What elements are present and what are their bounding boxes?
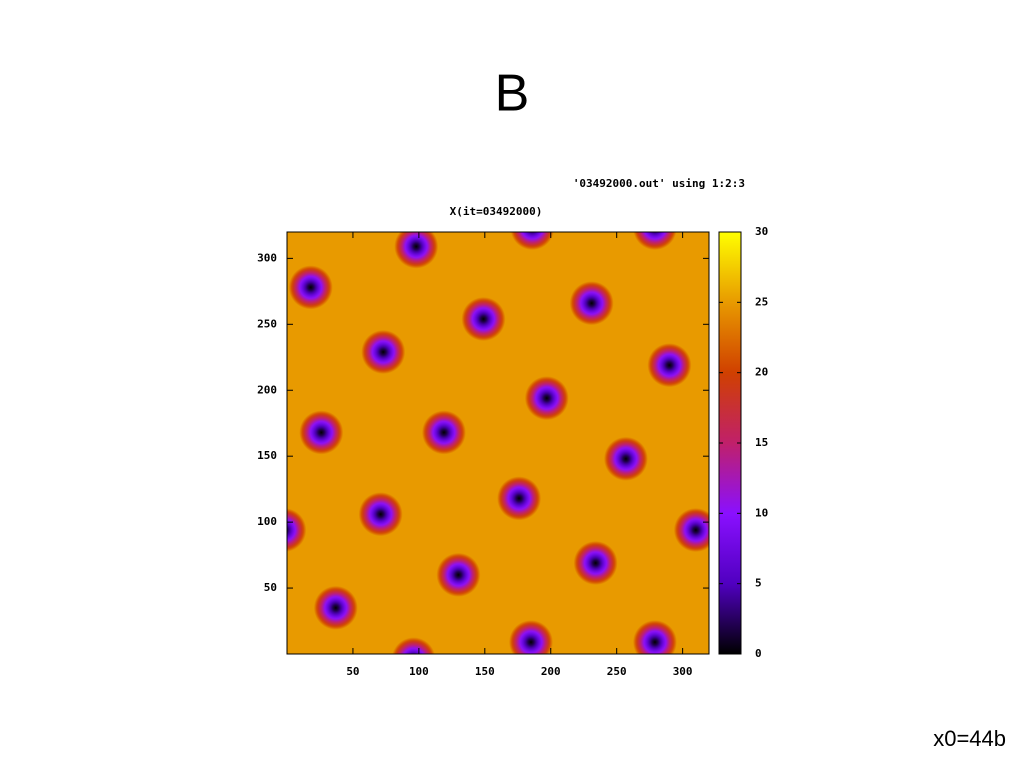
- spot: [510, 232, 554, 251]
- spot: [299, 410, 344, 455]
- plot-border: [286, 231, 710, 655]
- colorbar-tick-label: 30: [755, 225, 768, 238]
- footer: x0=44b: [933, 726, 1006, 751]
- x-tick-label: 200: [541, 665, 561, 678]
- x-tick-label: 100: [409, 665, 429, 678]
- spot: [673, 508, 709, 553]
- spot: [647, 343, 692, 388]
- colorbar-tick-label: 0: [755, 647, 762, 660]
- plot-area: [287, 232, 709, 654]
- spot: [288, 265, 333, 310]
- spot: [632, 620, 677, 654]
- spot: [436, 552, 481, 597]
- y-tick-label: 300: [257, 251, 277, 264]
- spot: [461, 297, 506, 342]
- spot: [603, 436, 648, 481]
- spot: [313, 585, 358, 630]
- x-tick-label: 50: [346, 665, 359, 678]
- legend-key: '03492000.out' using 1:2:3: [573, 177, 745, 190]
- colorbar-tick-label: 25: [755, 295, 768, 308]
- slide-title: B: [495, 65, 530, 123]
- spot: [573, 541, 618, 586]
- spot: [633, 232, 677, 251]
- x-tick-label: 250: [607, 665, 627, 678]
- colorbar-tick-label: 15: [755, 436, 768, 449]
- y-tick-label: 150: [257, 449, 277, 462]
- spot: [287, 508, 307, 552]
- x-tick-label: 300: [673, 665, 693, 678]
- x-tick-label: 150: [475, 665, 495, 678]
- y-tick-label: 100: [257, 515, 277, 528]
- spot: [524, 376, 569, 421]
- spot: [392, 637, 435, 654]
- spot: [361, 330, 406, 375]
- spot: [508, 620, 553, 654]
- colorbar-tick-label: 10: [755, 506, 768, 519]
- spot: [421, 410, 466, 455]
- chart-title: X(it=03492000): [450, 205, 543, 218]
- spot: [358, 492, 403, 537]
- colorbar-tick-label: 20: [755, 366, 768, 379]
- spot: [497, 476, 542, 521]
- colorbar-tick-label: 5: [755, 577, 762, 590]
- spot: [569, 281, 614, 326]
- y-tick-label: 250: [257, 317, 277, 330]
- heatmap-background: [287, 232, 709, 654]
- spot: [394, 232, 439, 269]
- y-tick-label: 200: [257, 383, 277, 396]
- y-tick-label: 50: [264, 581, 277, 594]
